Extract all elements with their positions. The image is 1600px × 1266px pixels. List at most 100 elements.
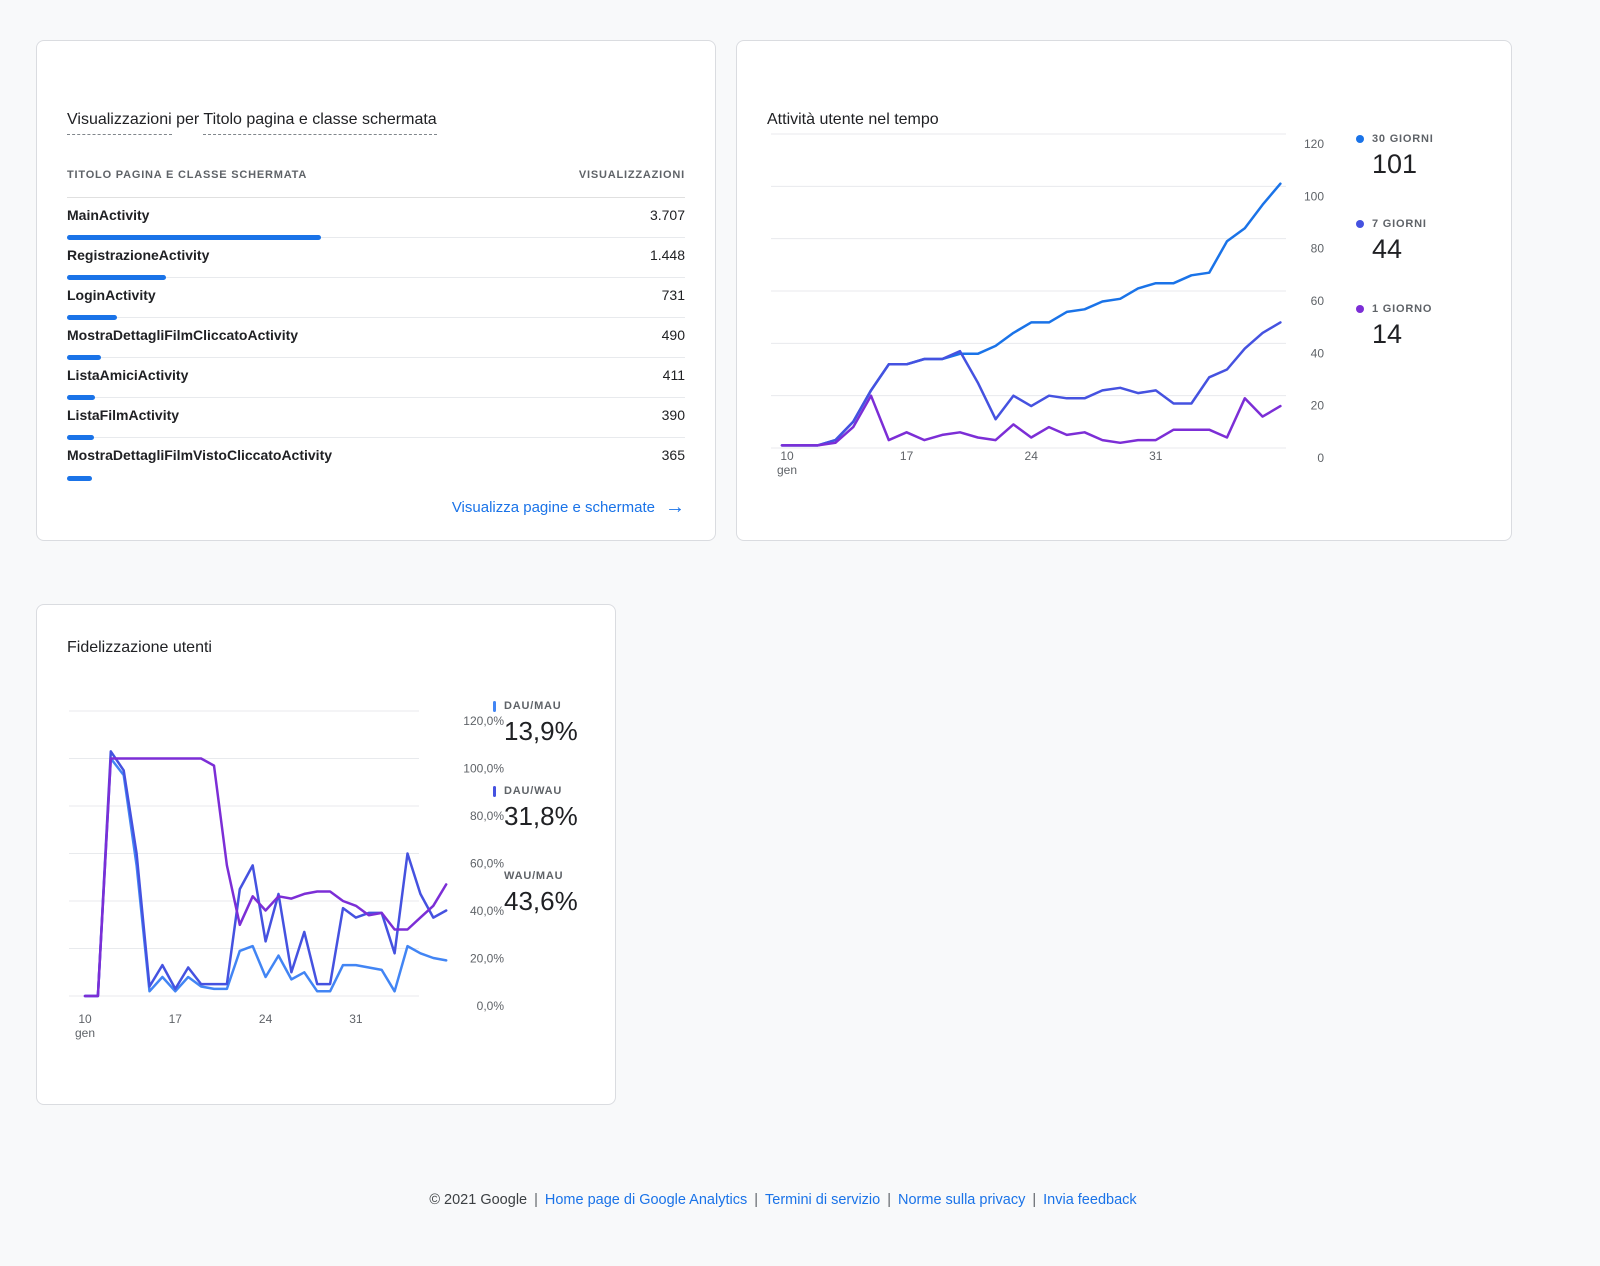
row-bar [67, 235, 321, 240]
legend-tick-icon [493, 785, 496, 797]
activity-card-title: Attività utente nel tempo [767, 111, 939, 128]
views-by-page-title-card: Visualizzazioni per Titolo pagina e clas… [36, 40, 716, 541]
svg-text:31: 31 [349, 1012, 363, 1026]
svg-text:10: 10 [78, 1012, 92, 1026]
svg-text:120,0%: 120,0% [463, 714, 504, 728]
legend-value: 44 [1372, 234, 1403, 264]
separator: | [534, 1192, 538, 1208]
table-row: RegistrazioneActivity 1.448 [67, 238, 685, 280]
legend-value: 31,8% [504, 801, 578, 831]
row-value: 390 [661, 407, 685, 423]
table-row: LoginActivity 731 [67, 278, 685, 320]
legend-item-wau-mau: WAU/MAU 43,6% [493, 870, 578, 917]
link-label: Visualizza pagine e schermate [451, 498, 655, 516]
legend-item-1-day: 1 GIORNO 14 [1356, 303, 1434, 350]
svg-text:31: 31 [1149, 449, 1163, 463]
column-header-metric: VISUALIZZAZIONI [578, 169, 685, 181]
user-retention-line-chart[interactable]: 120,0% 100,0% 80,0% 60,0% 40,0% 20,0% 0,0% 10ge… [69, 707, 509, 1047]
legend-dot-icon [1356, 135, 1364, 143]
legend-value: 43,6% [504, 886, 578, 916]
retention-legend: DAU/MAU 13,9% DAU/WAU 31,8% WAU/MAU 43,6… [493, 700, 578, 917]
svg-text:80,0%: 80,0% [470, 809, 504, 823]
svg-text:20,0%: 20,0% [470, 952, 504, 966]
view-pages-screens-link[interactable]: Visualizza pagine e schermate → [452, 497, 685, 517]
legend-item-7-days: 7 GIORNI 44 [1356, 218, 1434, 265]
row-label: LoginActivity [67, 287, 156, 303]
table-row: ListaFilmActivity 390 [67, 398, 685, 440]
footer-link-feedback[interactable]: Invia feedback [1043, 1192, 1137, 1208]
row-value: 731 [661, 287, 685, 303]
legend-label: 1 GIORNO [1372, 303, 1433, 315]
legend-item-dau-wau: DAU/WAU 31,8% [493, 785, 578, 832]
svg-text:17: 17 [900, 449, 914, 463]
svg-text:100: 100 [1304, 189, 1324, 203]
separator: | [887, 1192, 892, 1208]
row-label: RegistrazioneActivity [67, 247, 210, 263]
legend-label: 7 GIORNI [1372, 218, 1427, 230]
svg-text:gen: gen [777, 463, 797, 477]
svg-text:24: 24 [1025, 449, 1039, 463]
svg-text:17: 17 [169, 1012, 183, 1026]
legend-dot-icon [1356, 220, 1364, 228]
legend-label: WAU/MAU [504, 870, 564, 882]
svg-text:24: 24 [259, 1012, 273, 1026]
legend-value: 13,9% [504, 716, 578, 746]
row-value: 490 [661, 327, 685, 343]
svg-text:60: 60 [1311, 294, 1325, 308]
page-footer: © 2021 Google | Home page di Google Analyt… [0, 1192, 1566, 1208]
row-value: 3.707 [649, 207, 685, 223]
svg-text:0: 0 [1317, 451, 1324, 465]
dimension-term: Titolo pagina e classe schermata [203, 111, 437, 135]
row-label: ListaFilmActivity [67, 407, 180, 423]
footer-link-privacy[interactable]: Norme sulla privacy [898, 1192, 1026, 1208]
legend-label: DAU/WAU [504, 785, 563, 797]
separator: | [754, 1192, 758, 1208]
row-label: MainActivity [67, 207, 150, 223]
row-label: ListaAmiciActivity [67, 367, 189, 383]
row-bar [67, 476, 92, 481]
user-retention-card: Fidelizzazione utenti 120,0% 100,0% 80,0% 6… [36, 604, 616, 1105]
row-bar [67, 275, 166, 280]
row-label: MostraDettagliFilmVistoCliccatoActivity [67, 447, 333, 463]
legend-item-dau-mau: DAU/MAU 13,9% [493, 700, 578, 747]
row-value: 365 [661, 447, 685, 463]
table-row: MainActivity 3.707 [67, 198, 685, 240]
row-label: MostraDettagliFilmCliccatoActivity [67, 327, 299, 343]
column-header-dimension: TITOLO PAGINA E CLASSE SCHERMATA [67, 169, 308, 181]
legend-item-30-days: 30 GIORNI 101 [1356, 133, 1434, 180]
svg-text:60,0%: 60,0% [470, 857, 504, 871]
legend-dot-icon [1356, 305, 1364, 313]
table-row: MostraDettagliFilmVistoCliccatoActivity … [67, 438, 685, 481]
metric-term: Visualizzazioni [67, 111, 172, 135]
row-value: 411 [662, 367, 685, 383]
copyright-text: © 2021 Google [429, 1192, 528, 1208]
activity-legend: 30 GIORNI 101 7 GIORNI 44 1 GIORNO 14 [1356, 133, 1434, 350]
legend-value: 14 [1372, 319, 1403, 349]
row-bar [67, 435, 94, 440]
svg-text:0,0%: 0,0% [477, 999, 505, 1013]
views-card-title: Visualizzazioni per Titolo pagina e clas… [67, 111, 437, 135]
legend-value: 101 [1372, 149, 1418, 179]
row-bar [67, 355, 101, 360]
svg-text:100,0%: 100,0% [463, 762, 504, 776]
svg-text:80: 80 [1311, 242, 1325, 256]
legend-label: 30 GIORNI [1372, 133, 1434, 145]
table-row: MostraDettagliFilmCliccatoActivity 490 [67, 318, 685, 360]
svg-text:120: 120 [1304, 137, 1324, 151]
user-activity-card: Attività utente nel tempo 120 100 80 60 40 20… [736, 40, 1512, 541]
legend-tick-icon [493, 700, 496, 712]
svg-text:20: 20 [1311, 399, 1325, 413]
svg-text:gen: gen [75, 1026, 95, 1040]
row-bar [67, 395, 95, 400]
legend-label: DAU/MAU [504, 700, 562, 712]
svg-text:40: 40 [1311, 346, 1325, 360]
views-table: MainActivity 3.707 RegistrazioneActivity… [67, 198, 685, 481]
footer-link-home[interactable]: Home page di Google Analytics [544, 1192, 748, 1208]
footer-link-terms[interactable]: Termini di servizio [765, 1192, 881, 1208]
svg-text:40,0%: 40,0% [470, 904, 504, 918]
row-bar [67, 315, 117, 320]
title-connector: per [176, 111, 200, 128]
table-header: TITOLO PAGINA E CLASSE SCHERMATA VISUALI… [67, 169, 685, 198]
